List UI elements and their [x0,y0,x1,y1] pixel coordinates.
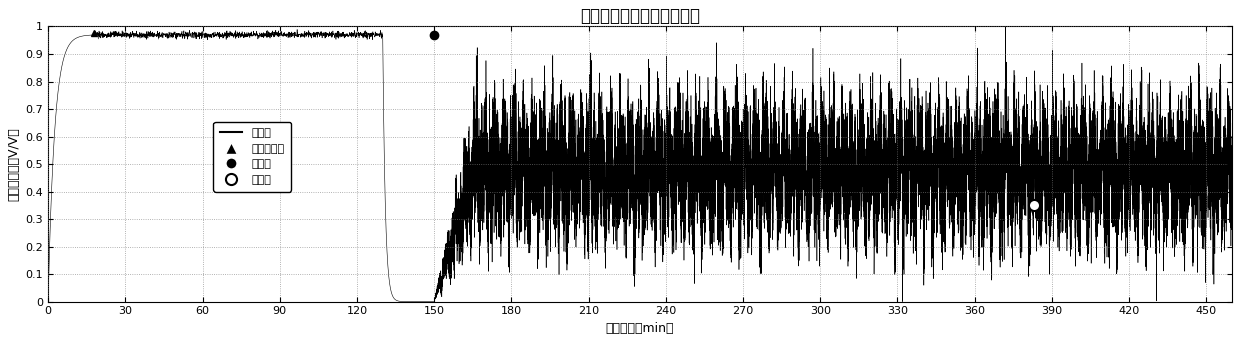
X-axis label: 法抽时间（min）: 法抽时间（min） [606,322,674,335]
Legend: 含水率, 平均含水率, 突破点, 稳定点: 含水率, 平均含水率, 突破点, 稳定点 [213,121,291,192]
Title: 法抽时间与流体性质关系图: 法抽时间与流体性质关系图 [580,7,700,25]
Y-axis label: 累积含水率（V/V）: 累积含水率（V/V） [7,127,20,201]
